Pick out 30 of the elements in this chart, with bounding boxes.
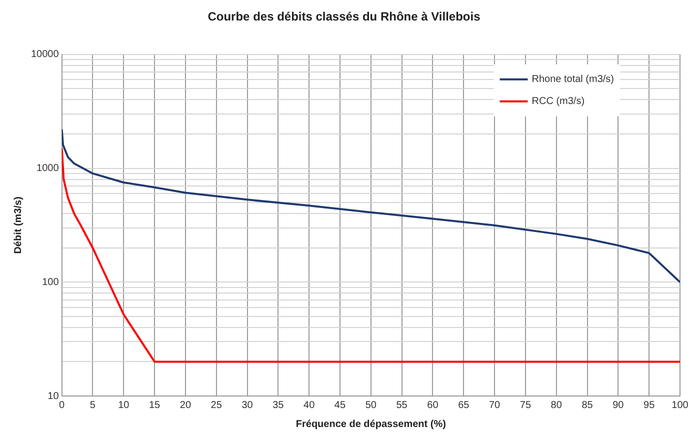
x-tick-label: 85 xyxy=(582,400,594,411)
legend-label: Rhone total (m3/s) xyxy=(532,74,614,86)
x-tick-label: 80 xyxy=(550,400,562,411)
x-tick-label: 0 xyxy=(59,400,66,411)
y-axis-title: Débit (m3/s) xyxy=(12,196,24,254)
x-tick-label: 65 xyxy=(458,400,470,411)
x-tick-label: 15 xyxy=(148,400,161,411)
x-tick-label: 35 xyxy=(272,400,284,411)
x-tick-label: 50 xyxy=(365,400,377,411)
x-tick-label: 25 xyxy=(210,400,222,411)
x-tick-label: 30 xyxy=(242,400,254,411)
x-tick-label: 100 xyxy=(672,400,689,411)
y-tick-label: 100 xyxy=(42,276,60,288)
x-tick-label: 95 xyxy=(644,400,656,411)
x-tick-label: 90 xyxy=(612,400,624,411)
legend-label: RCC (m3/s) xyxy=(532,96,585,108)
x-tick-label: 45 xyxy=(334,400,346,411)
x-axis-title: Fréquence de dépassement (%) xyxy=(296,418,446,430)
x-tick-label: 60 xyxy=(427,400,439,411)
y-tick-label: 10000 xyxy=(30,49,60,60)
y-tick-label: 10 xyxy=(48,390,60,402)
x-tick-label: 20 xyxy=(180,400,192,411)
x-tick-label: 40 xyxy=(304,400,316,411)
chart-title: Courbe des débits classés du Rhône à Villebois xyxy=(208,10,481,24)
y-tick-label: 1000 xyxy=(36,163,60,174)
x-tick-label: 5 xyxy=(90,400,96,411)
x-tick-label: 75 xyxy=(520,400,532,411)
x-tick-label: 55 xyxy=(396,400,408,411)
x-tick-label: 70 xyxy=(488,400,501,411)
x-tick-label: 10 xyxy=(118,400,130,411)
